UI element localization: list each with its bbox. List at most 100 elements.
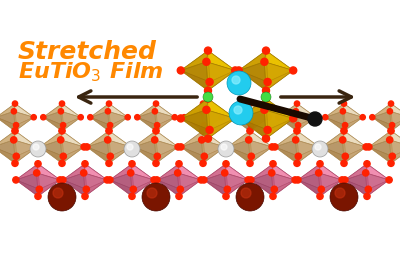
- Polygon shape: [204, 180, 227, 196]
- Polygon shape: [84, 173, 107, 196]
- Circle shape: [12, 160, 18, 166]
- Circle shape: [176, 161, 182, 167]
- Circle shape: [206, 127, 213, 134]
- Circle shape: [153, 101, 159, 106]
- Polygon shape: [137, 111, 156, 131]
- Polygon shape: [264, 110, 293, 139]
- Circle shape: [152, 109, 158, 114]
- Circle shape: [203, 58, 210, 65]
- Polygon shape: [264, 62, 293, 91]
- Circle shape: [177, 67, 184, 74]
- Polygon shape: [343, 111, 363, 131]
- Polygon shape: [231, 111, 250, 131]
- Circle shape: [224, 186, 230, 193]
- Circle shape: [389, 153, 396, 159]
- Polygon shape: [203, 131, 225, 156]
- Polygon shape: [155, 140, 178, 163]
- Polygon shape: [344, 131, 366, 156]
- Circle shape: [225, 144, 231, 150]
- Polygon shape: [202, 140, 225, 163]
- Polygon shape: [156, 147, 178, 163]
- Circle shape: [105, 109, 110, 114]
- Circle shape: [295, 153, 302, 159]
- Circle shape: [178, 144, 184, 150]
- Circle shape: [262, 87, 270, 94]
- Circle shape: [218, 141, 234, 157]
- Polygon shape: [178, 173, 201, 196]
- Polygon shape: [320, 164, 342, 189]
- Polygon shape: [343, 104, 363, 117]
- Circle shape: [34, 144, 40, 150]
- Polygon shape: [325, 117, 345, 131]
- Circle shape: [271, 186, 278, 193]
- Circle shape: [84, 144, 90, 150]
- Circle shape: [221, 144, 227, 150]
- Circle shape: [342, 123, 348, 128]
- Circle shape: [35, 161, 41, 167]
- Polygon shape: [344, 104, 363, 125]
- Polygon shape: [239, 62, 266, 91]
- Circle shape: [153, 160, 159, 166]
- Polygon shape: [108, 104, 128, 117]
- Polygon shape: [134, 131, 157, 156]
- Polygon shape: [249, 104, 269, 117]
- Polygon shape: [181, 140, 203, 163]
- Circle shape: [59, 101, 65, 106]
- Circle shape: [124, 141, 140, 157]
- Circle shape: [206, 78, 213, 85]
- Polygon shape: [297, 117, 316, 131]
- Circle shape: [204, 95, 212, 102]
- Polygon shape: [40, 147, 63, 163]
- Polygon shape: [322, 131, 345, 156]
- Polygon shape: [134, 131, 156, 147]
- Circle shape: [200, 101, 206, 106]
- Circle shape: [340, 109, 346, 114]
- Polygon shape: [43, 104, 63, 125]
- Polygon shape: [297, 147, 319, 163]
- Polygon shape: [206, 51, 235, 70]
- Polygon shape: [14, 131, 37, 147]
- Polygon shape: [203, 147, 225, 163]
- Circle shape: [106, 128, 112, 134]
- Polygon shape: [181, 62, 208, 91]
- Circle shape: [125, 115, 130, 120]
- Polygon shape: [181, 110, 208, 139]
- Polygon shape: [90, 104, 109, 117]
- Circle shape: [199, 109, 204, 114]
- Polygon shape: [62, 147, 84, 163]
- Circle shape: [147, 188, 157, 198]
- Circle shape: [12, 101, 18, 106]
- Circle shape: [78, 115, 83, 120]
- Polygon shape: [206, 62, 235, 91]
- Circle shape: [248, 153, 254, 159]
- Polygon shape: [343, 140, 366, 163]
- Polygon shape: [369, 131, 392, 156]
- Polygon shape: [132, 164, 154, 189]
- Polygon shape: [181, 51, 208, 70]
- Polygon shape: [62, 131, 84, 156]
- Polygon shape: [278, 104, 297, 117]
- Polygon shape: [228, 131, 250, 147]
- Polygon shape: [391, 131, 400, 156]
- Circle shape: [174, 170, 181, 176]
- Polygon shape: [181, 70, 210, 91]
- Circle shape: [232, 67, 239, 74]
- Circle shape: [247, 128, 253, 134]
- Circle shape: [342, 177, 348, 183]
- Circle shape: [388, 160, 394, 166]
- Polygon shape: [345, 164, 368, 189]
- Polygon shape: [319, 164, 342, 180]
- Polygon shape: [278, 117, 298, 131]
- Polygon shape: [251, 173, 273, 196]
- Circle shape: [294, 160, 300, 166]
- Circle shape: [202, 123, 207, 128]
- Circle shape: [12, 128, 18, 134]
- Polygon shape: [208, 119, 235, 139]
- Circle shape: [200, 128, 206, 134]
- Circle shape: [53, 188, 63, 198]
- Circle shape: [262, 95, 270, 102]
- Circle shape: [236, 183, 264, 211]
- Circle shape: [248, 123, 254, 128]
- Circle shape: [293, 109, 298, 114]
- Circle shape: [232, 76, 240, 84]
